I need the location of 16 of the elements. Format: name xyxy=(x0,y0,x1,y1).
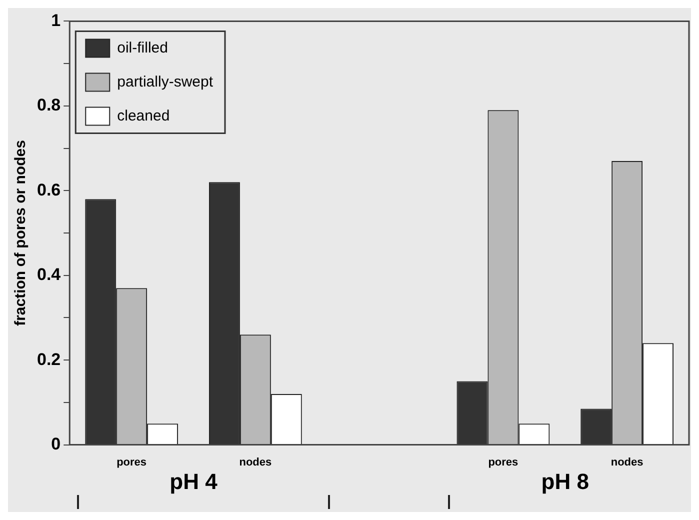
y-tick-label: 0.4 xyxy=(36,265,62,284)
text: pH 8 xyxy=(541,468,589,494)
y-tick-label: 0 xyxy=(51,434,61,454)
legend-label: partially-swept xyxy=(117,73,214,90)
y-tick-label: 1 xyxy=(51,10,61,30)
x-tick-label: pores xyxy=(116,456,147,468)
x-tick-label: pores xyxy=(488,456,518,468)
x-tick-label: nodes xyxy=(239,456,272,468)
y-tick-label: 0.6 xyxy=(36,180,61,200)
x-tick-label: nodes xyxy=(610,456,644,468)
text: pH 4 xyxy=(170,468,218,494)
y-tick-label: 0.2 xyxy=(36,350,61,369)
y-axis-title: fraction of pores or nodes xyxy=(12,140,30,326)
legend-label: cleaned xyxy=(117,107,170,124)
legend-label: oil-filled xyxy=(117,39,168,56)
y-tick-label: 0.8 xyxy=(36,96,61,115)
